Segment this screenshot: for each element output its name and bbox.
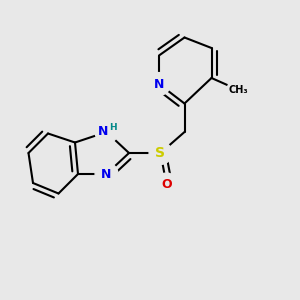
- Text: H: H: [109, 123, 117, 132]
- Circle shape: [95, 163, 118, 185]
- Circle shape: [148, 73, 170, 95]
- Text: N: N: [154, 77, 164, 91]
- Text: N: N: [98, 125, 109, 139]
- Circle shape: [95, 121, 118, 143]
- Circle shape: [227, 79, 250, 101]
- Circle shape: [149, 142, 172, 164]
- Text: O: O: [161, 178, 172, 191]
- Circle shape: [155, 173, 178, 196]
- Text: S: S: [155, 146, 166, 160]
- Text: CH₃: CH₃: [229, 85, 248, 95]
- Text: N: N: [101, 167, 112, 181]
